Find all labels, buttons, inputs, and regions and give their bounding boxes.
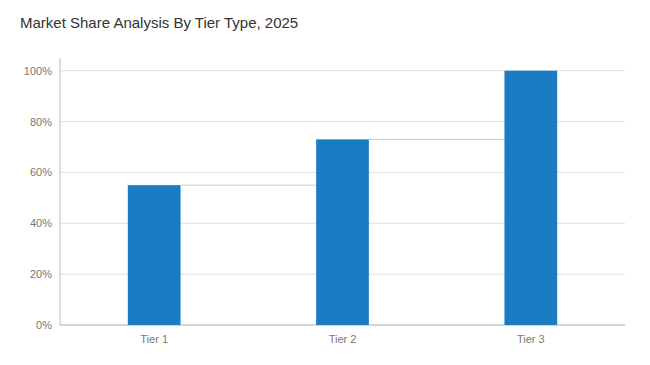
plot-area xyxy=(128,71,557,325)
bar xyxy=(504,71,557,325)
y-tick-label: 20% xyxy=(30,268,52,280)
connector-line xyxy=(369,139,505,140)
y-tick-label: 100% xyxy=(24,65,52,77)
y-tick-label: 0% xyxy=(36,319,52,331)
x-axis: Tier 1 Tier 2 Tier 3 xyxy=(140,333,544,345)
y-tick-label: 40% xyxy=(30,217,52,229)
y-tick-label: 80% xyxy=(30,116,52,128)
bar xyxy=(316,139,369,325)
chart-container: Market Share Analysis By Tier Type, 2025… xyxy=(0,0,650,365)
y-axis: 0% 20% 40% 60% 80% 100% xyxy=(24,65,625,331)
x-tick-label: Tier 3 xyxy=(517,333,545,345)
chart-title: Market Share Analysis By Tier Type, 2025 xyxy=(20,14,298,31)
y-tick-label: 60% xyxy=(30,166,52,178)
x-tick-label: Tier 2 xyxy=(329,333,357,345)
connector-line xyxy=(181,185,317,186)
chart-svg: Market Share Analysis By Tier Type, 2025… xyxy=(0,0,650,365)
y-axis-line xyxy=(60,58,61,325)
x-tick-label: Tier 1 xyxy=(140,333,168,345)
bar xyxy=(128,185,181,325)
